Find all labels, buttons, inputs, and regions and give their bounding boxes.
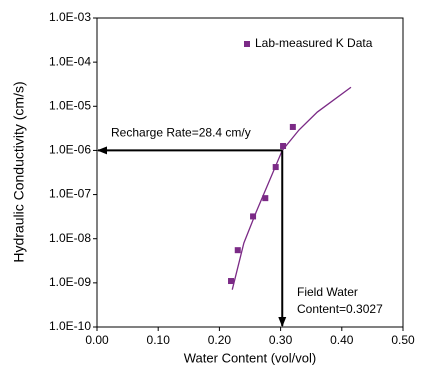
plot-frame [96, 17, 404, 328]
legend-label: Lab-measured K Data [255, 36, 373, 50]
annotation: Field Water [297, 285, 358, 299]
data-point [250, 213, 257, 220]
y-tick-label: 1.0E-03 [49, 10, 91, 24]
legend-marker [244, 41, 250, 47]
data-point [228, 278, 235, 285]
y-axis-title: Hydraulic Conductivity (cm/s) [11, 81, 27, 262]
data-point [289, 123, 296, 130]
annotation: Recharge Rate=28.4 cm/y [111, 126, 251, 140]
x-axis-title: Water Content (vol/vol) [184, 350, 316, 365]
x-tick-label: 0.00 [85, 333, 109, 347]
x-tick-label: 0.20 [208, 333, 232, 347]
fit-line [231, 86, 352, 290]
annotation: Content=0.3027 [297, 302, 383, 316]
y-tick-label: 1.0E-05 [49, 98, 91, 112]
data-point [272, 164, 279, 171]
x-tick-label: 0.10 [147, 333, 171, 347]
y-tick-label: 1.0E-10 [49, 319, 91, 333]
y-tick-label: 1.0E-07 [49, 187, 91, 201]
data-point [234, 247, 241, 254]
y-tick-label: 1.0E-04 [49, 54, 91, 68]
y-tick-label: 1.0E-06 [49, 143, 91, 157]
x-tick-label: 0.40 [330, 333, 354, 347]
data-point [262, 195, 269, 202]
y-tick-label: 1.0E-08 [49, 231, 91, 245]
x-tick-label: 0.30 [269, 333, 293, 347]
data-point [280, 142, 287, 149]
y-tick-label: 1.0E-09 [49, 275, 91, 289]
x-tick-label: 0.50 [391, 333, 415, 347]
